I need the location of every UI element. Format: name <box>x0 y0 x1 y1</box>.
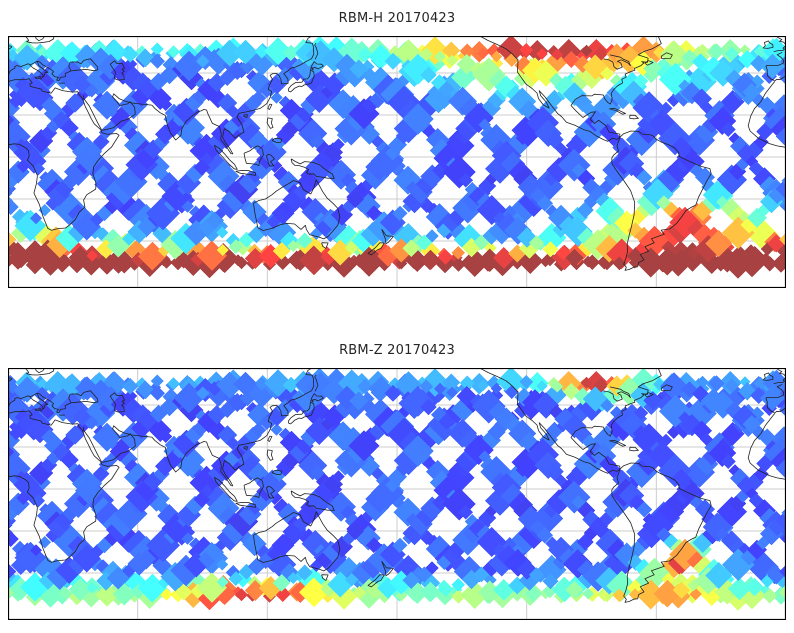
map-rbm-h <box>8 36 786 288</box>
map-rbm-z <box>8 368 786 620</box>
plot-title-rbm-z: RBM-Z 20170423 <box>339 343 455 358</box>
plot-title-rbm-h: RBM-H 20170423 <box>338 11 456 26</box>
